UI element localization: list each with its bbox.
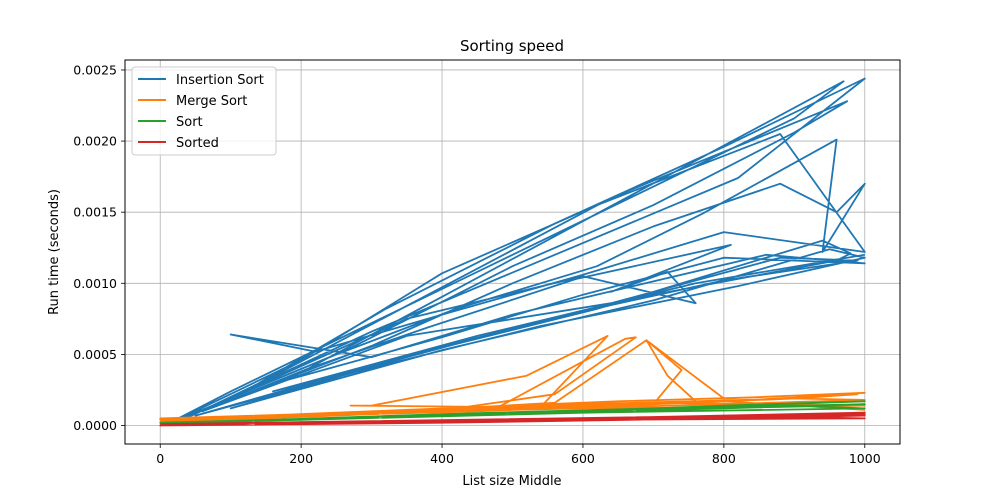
legend-label: Merge Sort [176,94,247,109]
series-line-insertion-sort [166,77,866,425]
y-tick-label: 0.0005 [73,347,117,362]
x-tick-label: 400 [430,451,454,466]
x-axis-label: List size Middle [462,474,561,489]
series-line-sorted [159,411,866,427]
x-tick-label: 800 [712,451,736,466]
legend-label: Sorted [176,136,219,151]
y-tick-label: 0.0000 [73,418,117,433]
x-tick-label: 200 [289,451,313,466]
legend: Insertion Sort Merge Sort Sort Sorted [131,66,277,156]
y-tick-label: 0.0015 [73,205,117,220]
x-tick-label: 1000 [849,451,881,466]
axis-ticks: 0 200 400 600 800 1000 0.0000 0.0005 0.0010 0.001… [73,62,880,466]
legend-label: Insertion Sort [176,73,264,88]
plot-area [159,77,866,427]
y-tick-label: 0.0020 [73,134,117,149]
legend-box [131,66,277,156]
plot-frame [124,59,901,445]
series-line-merge-sort [159,335,866,423]
legend-label: Sort [176,115,203,130]
y-tick-label: 0.0025 [73,62,117,77]
x-tick-label: 600 [571,451,595,466]
y-axis-label: Run time (seconds) [47,189,62,315]
x-tick-label: 0 [156,451,164,466]
series-line-sort [159,400,866,425]
chart-title: Sorting speed [460,37,564,55]
y-tick-label: 0.0010 [73,276,117,291]
